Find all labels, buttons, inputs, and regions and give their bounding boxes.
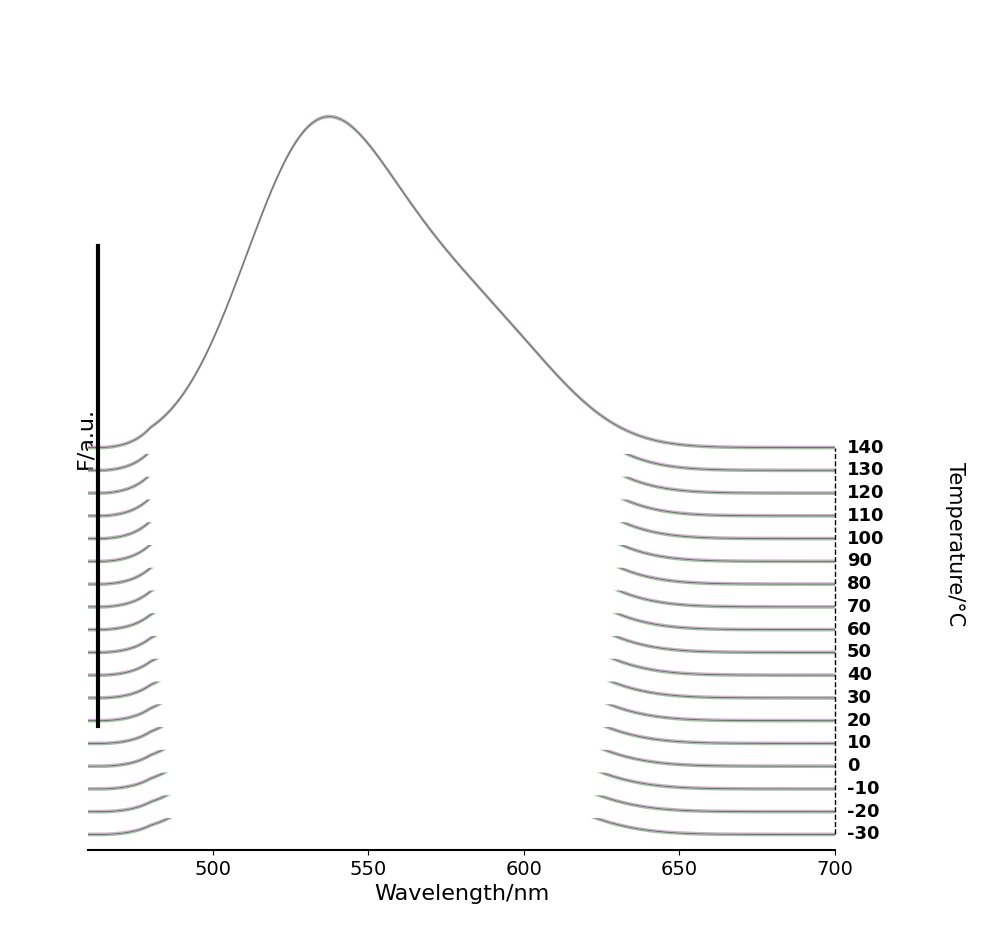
Text: 140: 140 <box>847 439 885 457</box>
Text: -20: -20 <box>847 803 880 821</box>
Text: 120: 120 <box>847 484 885 502</box>
Text: 80: 80 <box>847 575 872 593</box>
Text: -30: -30 <box>847 825 880 843</box>
Text: 40: 40 <box>847 666 872 684</box>
Text: F/a.u.: F/a.u. <box>75 407 95 469</box>
Text: 60: 60 <box>847 621 872 639</box>
Text: 110: 110 <box>847 507 885 525</box>
Text: 70: 70 <box>847 598 872 616</box>
Text: 30: 30 <box>847 688 872 707</box>
Text: 50: 50 <box>847 643 872 661</box>
Text: 100: 100 <box>847 530 885 548</box>
X-axis label: Wavelength/nm: Wavelength/nm <box>374 885 549 904</box>
Text: 20: 20 <box>847 712 872 730</box>
Text: Temperature/°C: Temperature/°C <box>945 461 965 627</box>
Text: 130: 130 <box>847 461 885 479</box>
Text: -10: -10 <box>847 779 880 798</box>
Text: 0: 0 <box>847 757 860 775</box>
Text: 10: 10 <box>847 734 872 752</box>
Text: 90: 90 <box>847 552 872 570</box>
